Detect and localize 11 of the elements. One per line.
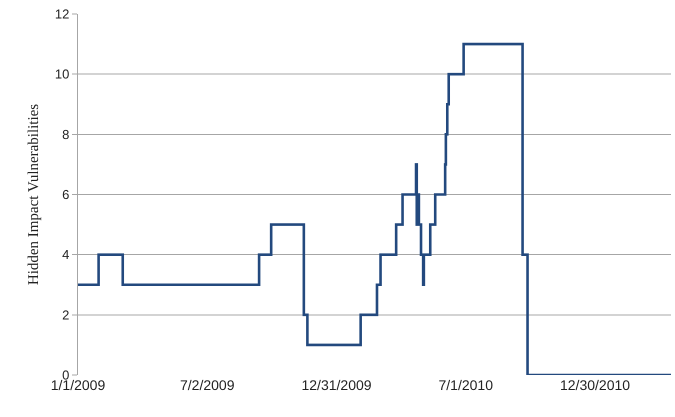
x-tick-label: 12/30/2010 (560, 377, 630, 393)
x-tick-label: 7/2/2009 (180, 377, 235, 393)
y-tick-label: 10 (54, 66, 70, 82)
x-tick-label: 12/31/2009 (301, 377, 372, 393)
y-axis-title: Hidden Impact Vulnerabilities (26, 104, 42, 286)
y-tick-label: 6 (62, 187, 70, 202)
y-tick-label: 12 (54, 6, 70, 22)
y-tick-label: 2 (62, 307, 70, 322)
x-tick-label: 7/1/2010 (438, 377, 494, 393)
y-tick-label: 8 (62, 126, 70, 142)
y-tick-label: 4 (62, 247, 70, 262)
